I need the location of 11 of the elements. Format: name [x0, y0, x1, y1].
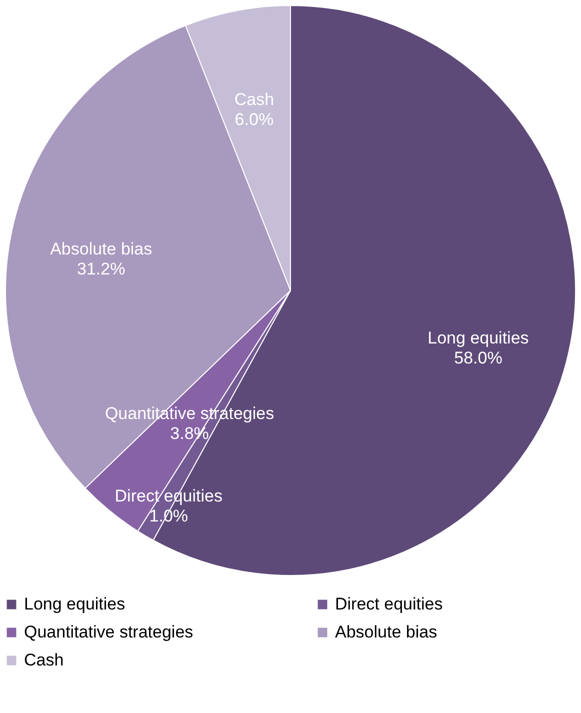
slice-label: Long equities — [428, 328, 529, 348]
slice-label: Absolute bias — [50, 239, 152, 258]
legend-label: Long equities — [24, 594, 126, 614]
legend-label: Direct equities — [335, 594, 443, 614]
data-label: 58.0% — [454, 348, 502, 368]
legend-label: Quantitative strategies — [24, 622, 194, 642]
slice-label: Cash — [234, 90, 274, 110]
data-label: 31.2% — [77, 259, 126, 278]
data-label: 6.0% — [234, 110, 274, 130]
legend-label: Cash — [24, 650, 64, 670]
legend-label: Absolute bias — [335, 622, 438, 642]
